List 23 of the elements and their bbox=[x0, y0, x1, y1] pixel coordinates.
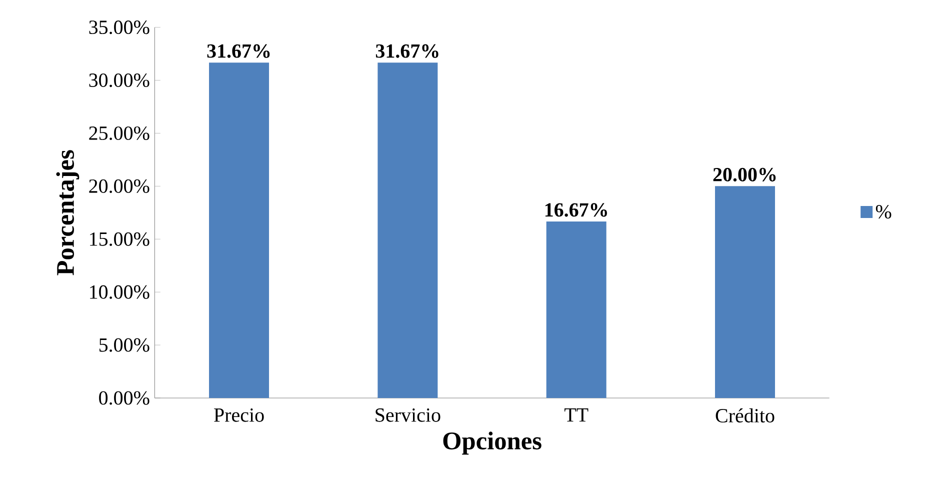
y-axis-title: Porcentajes bbox=[56, 150, 80, 276]
bar bbox=[209, 62, 270, 398]
text: 31.67% bbox=[376, 44, 438, 58]
y-tick-label: 20.00% bbox=[89, 179, 150, 193]
y-tick-label: 15.00% bbox=[90, 232, 150, 246]
x-tick-label: Precio bbox=[214, 408, 264, 422]
x-tick-label: TT bbox=[564, 408, 588, 422]
y-tick-label: 10.00% bbox=[90, 285, 150, 299]
y-tick-label: 35.00% bbox=[89, 20, 150, 34]
y-tick-label: 25.00% bbox=[89, 126, 150, 140]
bar bbox=[378, 62, 438, 398]
bar bbox=[715, 186, 776, 398]
y-tick-label: 5.00% bbox=[99, 338, 150, 352]
text: 31.67% bbox=[207, 44, 270, 58]
x-tick-label: Servicio bbox=[376, 408, 440, 422]
y-tick-label: 30.00% bbox=[89, 73, 150, 88]
legend-label: % bbox=[876, 205, 892, 219]
text: 16.67% bbox=[545, 203, 607, 217]
text: 20.00% bbox=[713, 168, 776, 182]
x-axis-title: Opciones bbox=[443, 432, 542, 455]
y-tick-label: 0.00% bbox=[99, 391, 150, 405]
x-tick-label: Crédito bbox=[716, 408, 774, 422]
bar bbox=[546, 221, 606, 398]
